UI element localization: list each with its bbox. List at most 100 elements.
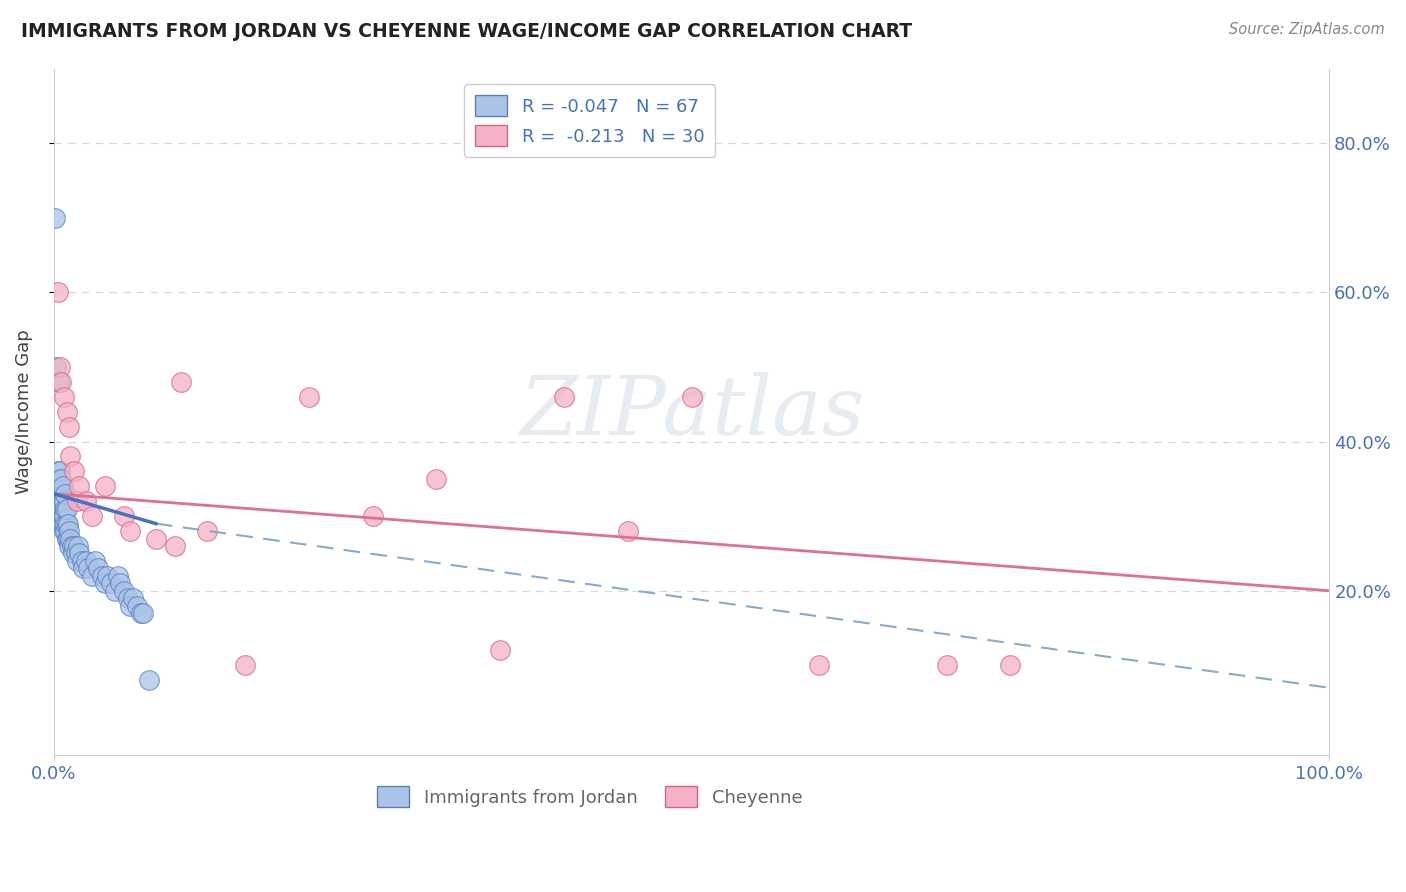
Point [45, 509, 67, 524]
Point [163, 539, 186, 553]
Point [75, 554, 97, 568]
Text: IMMIGRANTS FROM JORDAN VS CHEYENNE WAGE/INCOME GAP CORRELATION CHART: IMMIGRANTS FROM JORDAN VS CHEYENNE WAGE/… [21, 22, 912, 41]
Point [59, 450, 82, 464]
Point [489, 643, 512, 657]
Point [48, 494, 70, 508]
Point [58, 539, 80, 553]
Point [56, 516, 79, 531]
Point [51, 501, 73, 516]
Point [55, 405, 77, 419]
Point [112, 509, 135, 524]
Point [107, 569, 129, 583]
Point [122, 591, 145, 606]
Point [82, 569, 104, 583]
Point [51, 509, 73, 524]
Point [129, 606, 152, 620]
Point [53, 487, 76, 501]
Point [55, 516, 77, 531]
Point [72, 561, 94, 575]
Point [65, 546, 87, 560]
Point [48, 375, 70, 389]
Point [48, 472, 70, 486]
Point [120, 599, 142, 613]
Point [48, 501, 70, 516]
Point [195, 524, 218, 538]
Point [49, 487, 72, 501]
Point [52, 509, 75, 524]
Point [616, 524, 638, 538]
Point [67, 539, 90, 553]
Legend: Immigrants from Jordan, Cheyenne: Immigrants from Jordan, Cheyenne [370, 780, 810, 814]
Point [87, 561, 110, 575]
Point [45, 359, 67, 374]
Point [60, 539, 83, 553]
Point [138, 673, 160, 688]
Point [46, 285, 69, 300]
Point [46, 479, 69, 493]
Point [935, 658, 957, 673]
Point [53, 509, 76, 524]
Text: Source: ZipAtlas.com: Source: ZipAtlas.com [1229, 22, 1385, 37]
Point [233, 658, 256, 673]
Point [67, 479, 90, 493]
Point [170, 375, 193, 389]
Point [125, 599, 148, 613]
Point [63, 464, 86, 478]
Point [298, 390, 321, 404]
Point [53, 494, 76, 508]
Point [66, 554, 89, 568]
Point [145, 532, 167, 546]
Point [53, 524, 76, 538]
Point [82, 509, 104, 524]
Point [51, 472, 73, 486]
Point [52, 479, 75, 493]
Point [94, 576, 117, 591]
Point [1000, 658, 1022, 673]
Point [425, 472, 447, 486]
Point [361, 509, 384, 524]
Point [132, 606, 155, 620]
Point [56, 532, 79, 546]
Point [62, 546, 84, 560]
Point [67, 546, 90, 560]
Point [83, 554, 105, 568]
Point [94, 479, 117, 493]
Point [100, 576, 122, 591]
Text: ZIPatlas: ZIPatlas [519, 372, 865, 451]
Point [49, 472, 72, 486]
Point [108, 576, 131, 591]
Point [58, 419, 80, 434]
Point [120, 524, 142, 538]
Point [58, 524, 80, 538]
Point [51, 375, 73, 389]
Point [49, 464, 72, 478]
Point [553, 390, 575, 404]
Point [112, 583, 135, 598]
Point [104, 583, 127, 598]
Point [91, 569, 114, 583]
Point [59, 532, 82, 546]
Point [70, 554, 93, 568]
Point [49, 501, 72, 516]
Point [63, 539, 86, 553]
Point [55, 532, 77, 546]
Point [52, 516, 75, 531]
Point [55, 501, 77, 516]
Point [53, 524, 76, 538]
Point [46, 464, 69, 478]
Point [46, 487, 69, 501]
Point [53, 501, 76, 516]
Point [49, 359, 72, 374]
Point [53, 390, 76, 404]
Point [808, 658, 831, 673]
Point [96, 569, 118, 583]
Point [66, 494, 89, 508]
Point [49, 494, 72, 508]
Point [75, 494, 97, 508]
Point [53, 516, 76, 531]
Point [77, 561, 100, 575]
Point [51, 494, 73, 508]
Y-axis label: Wage/Income Gap: Wage/Income Gap [15, 329, 32, 494]
Point [681, 390, 703, 404]
Point [52, 494, 75, 508]
